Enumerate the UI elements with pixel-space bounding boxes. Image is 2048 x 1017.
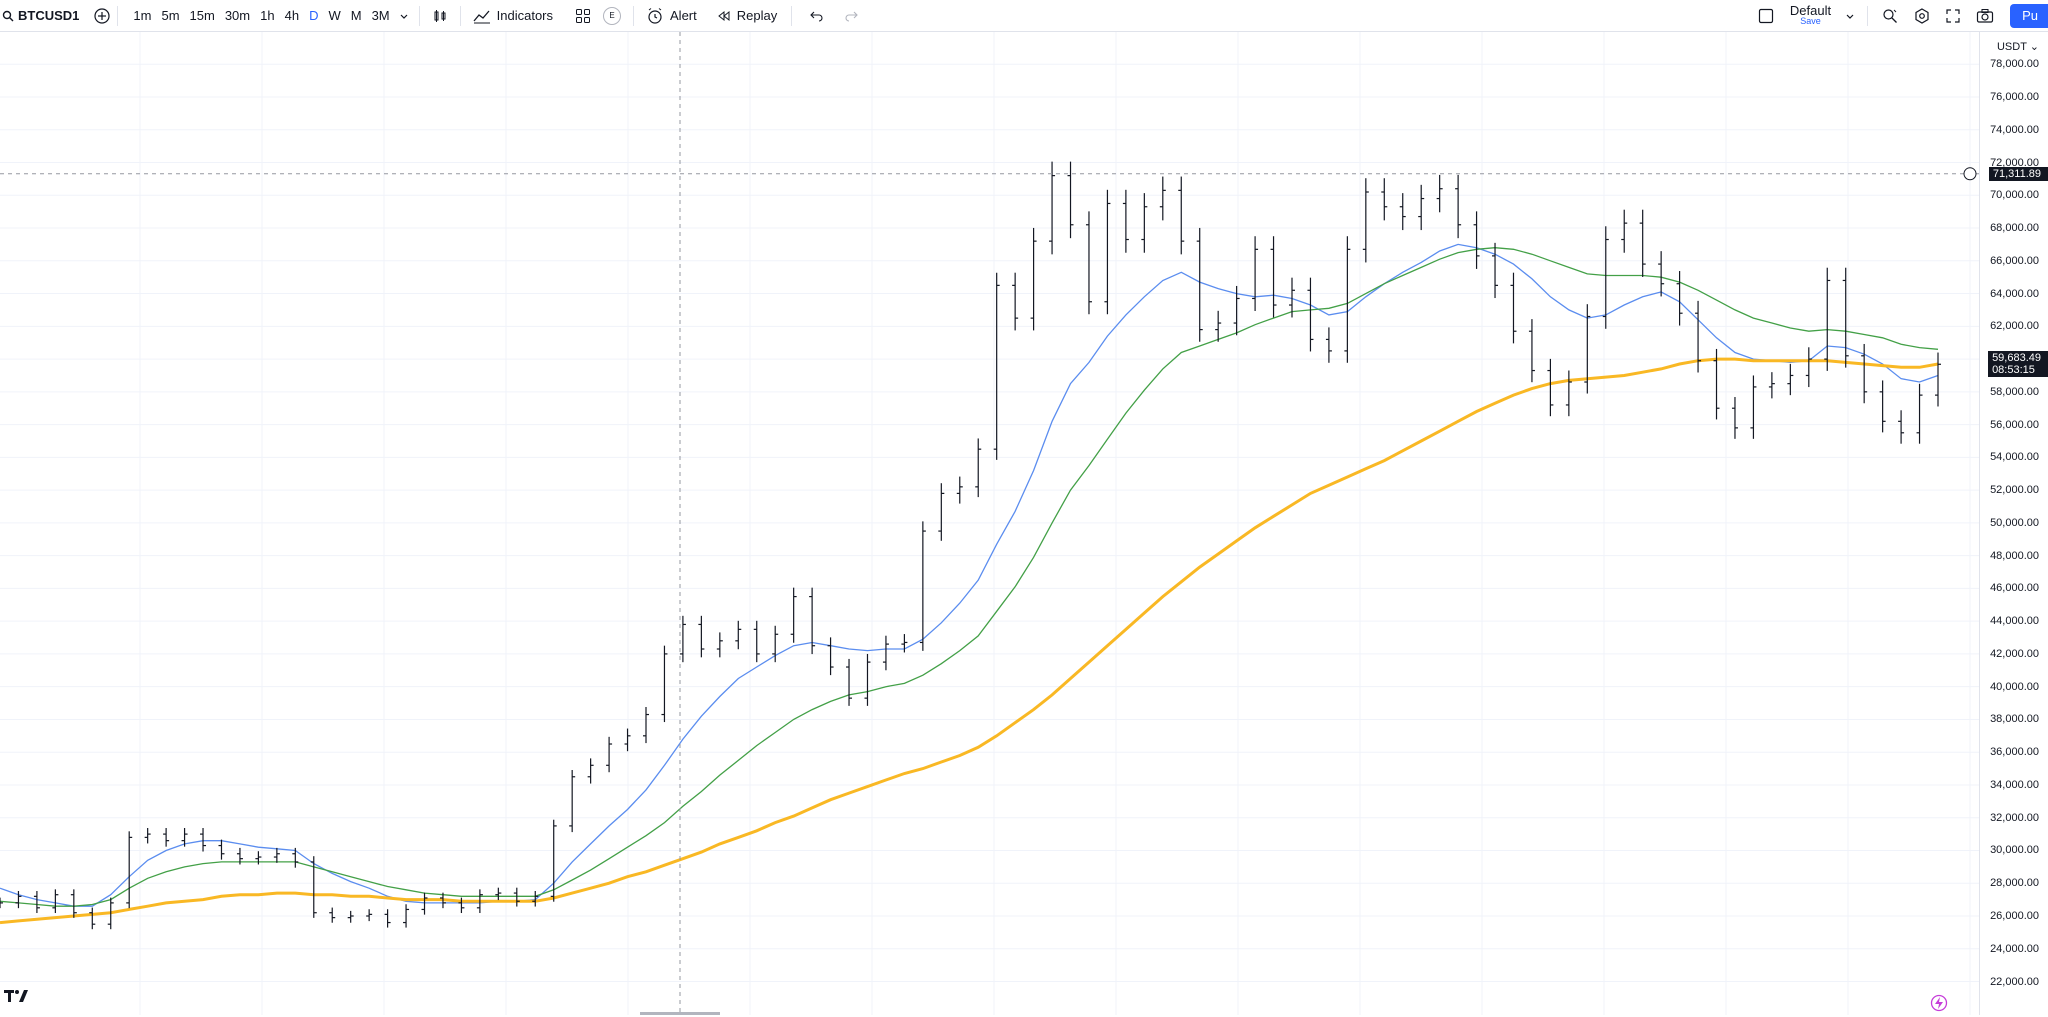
price-axis-label: 46,000.00 [1990, 582, 2039, 595]
price-axis-label: 74,000.00 [1990, 123, 2039, 136]
snapshot-icon[interactable] [1968, 8, 2002, 24]
settings-icon[interactable] [1906, 7, 1938, 24]
timeline-scroll-handle[interactable] [640, 1012, 720, 1015]
grid [0, 32, 1979, 1015]
price-axis-label: 32,000.00 [1990, 811, 2039, 824]
price-axis-label: 64,000.00 [1990, 287, 2039, 300]
interval-d[interactable]: D [309, 8, 319, 23]
price-axis-label: 56,000.00 [1990, 418, 2039, 431]
interval-30m[interactable]: 30m [224, 8, 251, 23]
price-axis[interactable]: USDT ⌄ 78,000.00 76,000.00 74,000.00 72,000… [1979, 32, 2048, 1015]
price-axis-label: 68,000.00 [1990, 222, 2039, 235]
lightning-icon[interactable] [1930, 994, 1948, 1017]
search-symbol-icon[interactable] [2, 10, 14, 22]
add-symbol-icon[interactable] [93, 7, 111, 25]
interval-1m[interactable]: 1m [133, 8, 152, 23]
price-axis-label: 26,000.00 [1990, 910, 2039, 922]
price-axis-label: 76,000.00 [1990, 91, 2039, 103]
price-axis-label: 24,000.00 [1990, 942, 2039, 955]
toolbar-divider [117, 5, 119, 26]
interval-m[interactable]: M [350, 8, 362, 23]
toolbar-divider [418, 5, 420, 26]
price-axis-label: 30,000.00 [1990, 844, 2039, 857]
publish-button[interactable]: Pu [2010, 3, 2048, 28]
layout-dropdown-icon[interactable] [1839, 11, 1861, 21]
tradingview-logo-icon[interactable] [4, 989, 30, 1008]
layout-save-label[interactable]: Save [1800, 15, 1821, 26]
quick-search-icon[interactable] [1874, 8, 1906, 24]
top-toolbar: BTCUSD1 1m 5m 15m 30m 1h 4h D W M 3M Indicators E… [0, 0, 2048, 32]
price-axis-label: 44,000.00 [1990, 615, 2039, 628]
crosshair-price-tag: 71,311.89 [1988, 166, 2048, 181]
indicators-icon [473, 8, 491, 24]
bar-style-icon[interactable] [426, 8, 454, 24]
last-price-tag-value: 59,683.49 [1992, 352, 2041, 365]
last-price-tag-countdown: 08:53:15 [1992, 364, 2035, 377]
symbol-name[interactable]: BTCUSD1 [18, 8, 80, 23]
alert-icon [646, 7, 664, 25]
e-badge[interactable]: E [603, 6, 622, 25]
interval-w[interactable]: W [328, 8, 341, 23]
price-axis-label: 34,000.00 [1990, 778, 2039, 791]
line-sma-short [0, 243, 1939, 907]
replay-label: Replay [736, 8, 778, 23]
indicators-button[interactable]: Indicators [467, 8, 559, 24]
price-axis-label: 40,000.00 [1990, 680, 2039, 693]
alert-button[interactable]: Alert [640, 7, 703, 25]
indicators-label: Indicators [496, 8, 554, 23]
price-axis-label: 78,000.00 [1990, 58, 2039, 71]
currency-selector[interactable]: USDT ⌄ [1996, 41, 2039, 53]
price-axis-label: 38,000.00 [1990, 713, 2039, 726]
interval-list: 1m 5m 15m 30m 1h 4h D W M 3M [128, 0, 394, 31]
interval-dropdown-icon[interactable] [399, 11, 409, 21]
currency-label: USDT [1996, 41, 2027, 53]
replay-button[interactable]: Replay [711, 8, 783, 23]
toolbar-divider [459, 5, 461, 26]
price-axis-label: 42,000.00 [1990, 647, 2039, 660]
fullscreen-icon[interactable] [1938, 8, 1968, 23]
price-axis-label: 54,000.00 [1990, 451, 2039, 464]
layout-square-icon[interactable] [1750, 8, 1782, 24]
price-axis-label: 66,000.00 [1990, 254, 2039, 267]
interval-3m[interactable]: 3M [371, 8, 390, 23]
last-price-tag: 59,683.49 08:53:15 [1988, 351, 2048, 378]
toolbar-divider [633, 5, 635, 26]
price-axis-label: 52,000.00 [1990, 484, 2039, 497]
price-axis-label: 36,000.00 [1990, 746, 2039, 759]
price-axis-label: 28,000.00 [1990, 877, 2039, 890]
price-axis-label: 62,000.00 [1990, 320, 2039, 333]
line-sma-mid [0, 247, 1939, 907]
price-bars [0, 161, 1941, 930]
price-chart[interactable] [0, 32, 1979, 1015]
redo-icon[interactable] [836, 10, 866, 22]
price-axis-label: 58,000.00 [1990, 385, 2039, 398]
toolbar-divider [791, 5, 793, 26]
price-axis-label: 22,000.00 [1990, 975, 2039, 988]
price-axis-label: 70,000.00 [1990, 189, 2039, 202]
price-axis-label: 72,000.00 [1990, 156, 2039, 169]
interval-4h[interactable]: 4h [284, 8, 300, 23]
price-axis-label: 50,000.00 [1990, 516, 2039, 529]
line-sma-long [0, 357, 1939, 925]
interval-1h[interactable]: 1h [260, 8, 275, 23]
interval-15m[interactable]: 15m [189, 8, 215, 23]
undo-icon[interactable] [802, 10, 832, 22]
toolbar-divider [1867, 5, 1869, 26]
add-alert-icon [1963, 167, 1977, 181]
templates-icon[interactable] [569, 8, 597, 24]
replay-icon [717, 10, 731, 22]
interval-5m[interactable]: 5m [161, 8, 180, 23]
price-axis-label: 48,000.00 [1990, 549, 2039, 562]
crosshair-price-tag-value: 71,311.89 [1992, 167, 2041, 180]
layout-name: Default [1789, 2, 1832, 18]
alert-label: Alert [670, 8, 697, 23]
layout-selector[interactable]: Default Save [1782, 2, 1839, 27]
right-toolbar: Default Save Pu [1750, 0, 2048, 31]
